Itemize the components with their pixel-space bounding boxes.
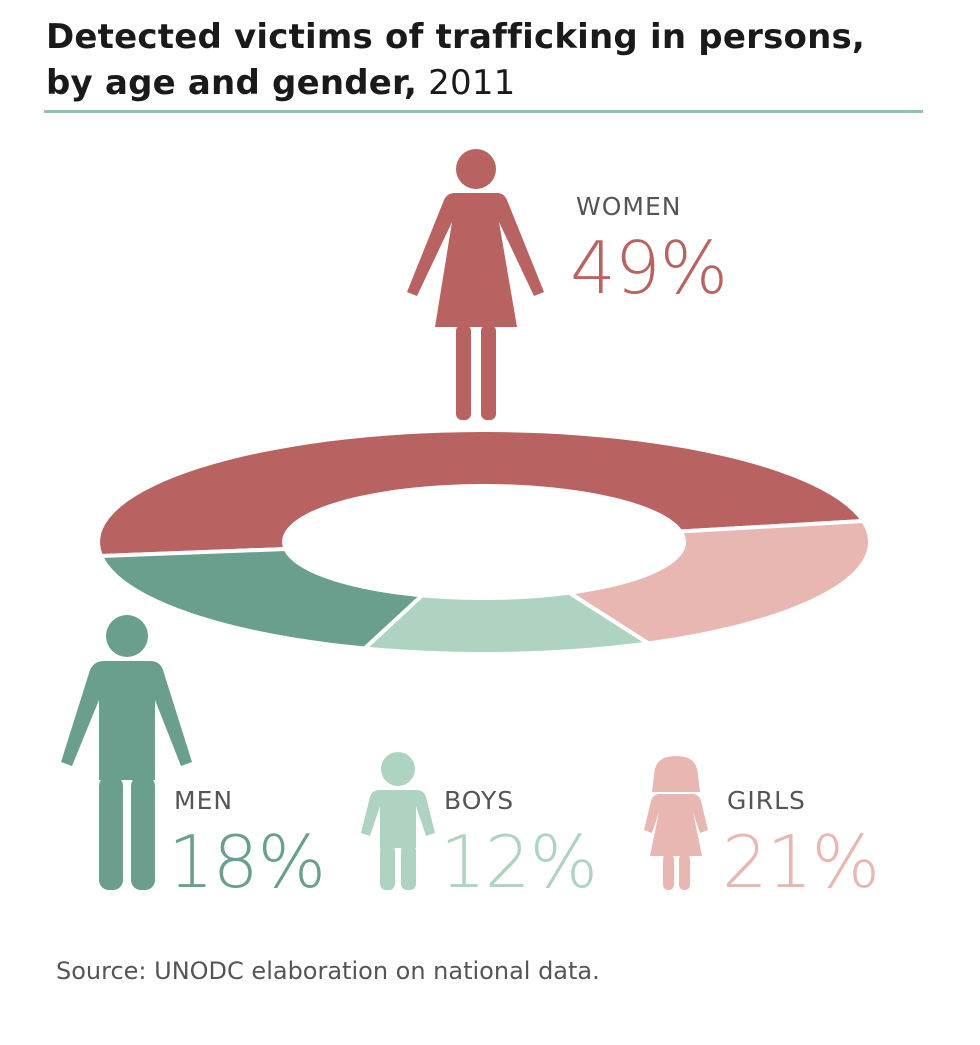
donut-ring — [96, 428, 872, 656]
men-label: MEN — [174, 786, 234, 815]
boys-label: BOYS — [444, 786, 515, 815]
women-value: 49% — [570, 226, 728, 310]
donut-slice-men — [99, 547, 425, 651]
chart-title: Detected victims of trafficking in perso… — [46, 14, 865, 106]
man-icon — [61, 615, 192, 890]
men-value: 18% — [168, 820, 326, 904]
boys-value: 12% — [440, 820, 598, 904]
boy-icon — [361, 752, 435, 890]
women-label: WOMEN — [576, 192, 682, 221]
girls-label: GIRLS — [727, 786, 806, 815]
source-note: Source: UNODC elaboration on national da… — [56, 957, 600, 985]
girls-value: 21% — [722, 820, 880, 904]
girl-icon — [644, 756, 708, 890]
donut-slice-girls — [567, 519, 872, 646]
woman-icon — [407, 149, 544, 420]
title-line-1: Detected victims of trafficking in perso… — [46, 17, 866, 57]
title-line-2: by age and gender, — [46, 63, 418, 103]
title-year: 2011 — [428, 63, 516, 103]
title-divider — [44, 110, 923, 113]
